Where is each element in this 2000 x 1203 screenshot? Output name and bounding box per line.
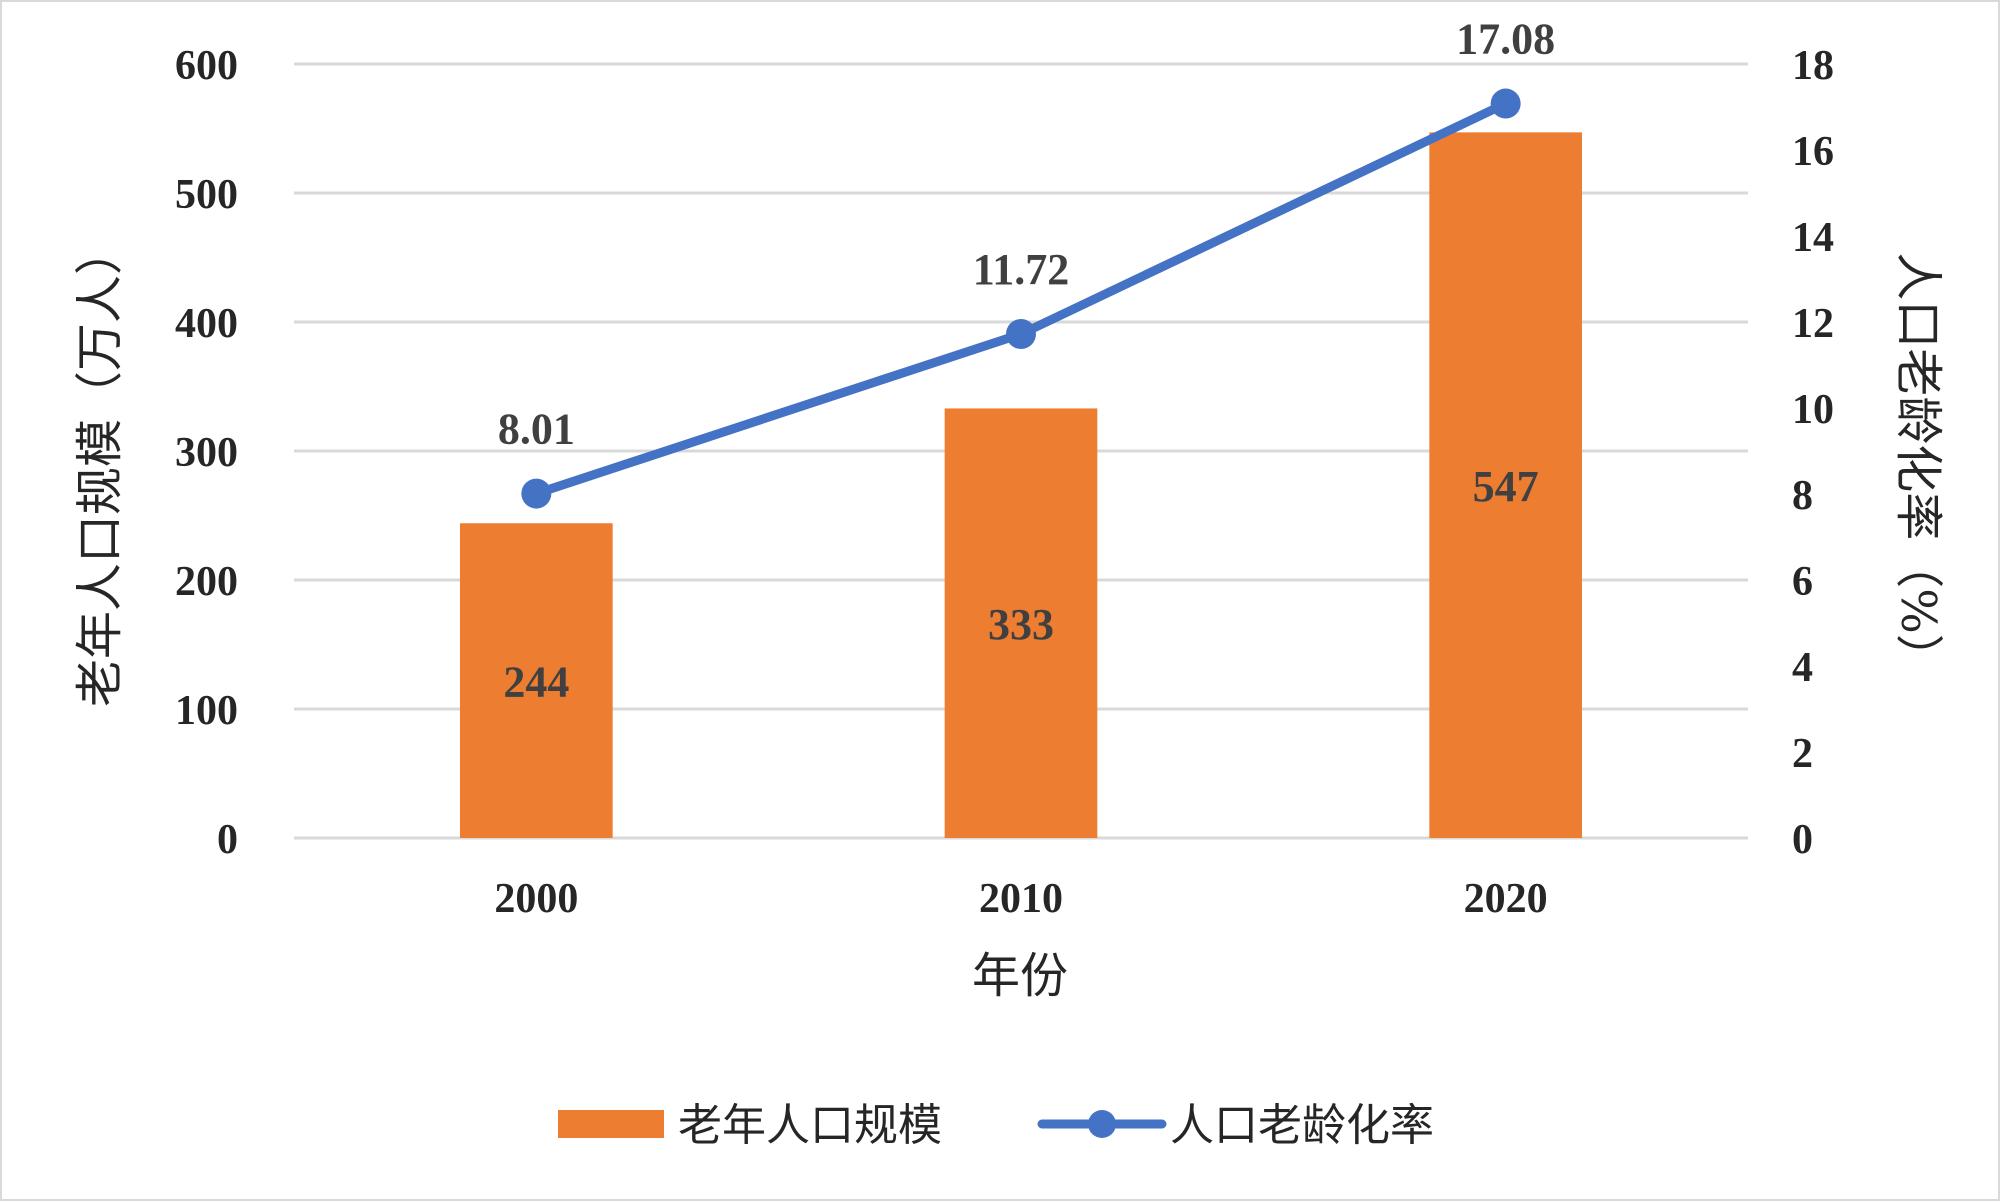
line-data-label: 11.72	[973, 245, 1070, 294]
right-axis-ticks: 0 2 4 6 8 10 12 14 16 18	[1792, 43, 1834, 863]
x-axis-ticks: 2000 2010 2020	[494, 876, 1547, 922]
bar	[944, 408, 1098, 838]
x-tick-label: 2020	[1464, 876, 1548, 922]
bar-series: 244 333 547	[459, 132, 1583, 838]
right-tick-label: 10	[1792, 387, 1834, 433]
bar-data-label: 244	[503, 658, 569, 707]
legend-swatch-marker	[1088, 1110, 1116, 1138]
legend-label-line: 人口老龄化率	[1170, 1100, 1434, 1151]
right-tick-label: 4	[1792, 645, 1813, 691]
right-tick-label: 12	[1792, 301, 1834, 347]
legend: 老年人口规模 人口老龄化率	[558, 1100, 1434, 1151]
x-axis-title: 年份	[972, 948, 1068, 1004]
legend-label-bar: 老年人口规模	[678, 1100, 942, 1151]
x-tick-label: 2010	[979, 876, 1063, 922]
bar-data-label: 333	[988, 600, 1054, 649]
left-tick-label: 600	[175, 43, 238, 89]
left-tick-label: 500	[175, 172, 238, 218]
line-data-label: 17.08	[1456, 15, 1555, 64]
right-tick-label: 0	[1792, 817, 1813, 863]
right-axis-title: 人口老龄化率（%）	[1890, 252, 1946, 682]
right-tick-label: 2	[1792, 731, 1813, 777]
left-tick-label: 400	[175, 301, 238, 347]
line-series: 8.01 11.72 17.08	[498, 15, 1555, 509]
left-tick-label: 300	[175, 430, 238, 476]
line-point	[1490, 88, 1521, 119]
right-tick-label: 16	[1792, 129, 1834, 175]
legend-swatch-bar	[558, 1110, 664, 1138]
right-tick-label: 6	[1792, 559, 1813, 605]
left-tick-label: 100	[175, 688, 238, 734]
left-axis-title: 老年人口规模（万人）	[72, 227, 128, 707]
left-axis-ticks: 0 100 200 300 400 500 600	[175, 43, 238, 863]
x-tick-label: 2000	[494, 876, 578, 922]
line-point	[1006, 319, 1036, 350]
line-data-label: 8.01	[498, 405, 575, 454]
right-tick-label: 18	[1792, 43, 1834, 89]
bar-data-label: 547	[1473, 462, 1539, 511]
bar	[1429, 132, 1583, 838]
left-tick-label: 200	[175, 559, 238, 605]
line-point	[521, 478, 552, 509]
left-tick-label: 0	[217, 817, 238, 863]
bar	[459, 523, 613, 838]
right-tick-label: 14	[1792, 215, 1834, 261]
right-tick-label: 8	[1792, 473, 1813, 519]
